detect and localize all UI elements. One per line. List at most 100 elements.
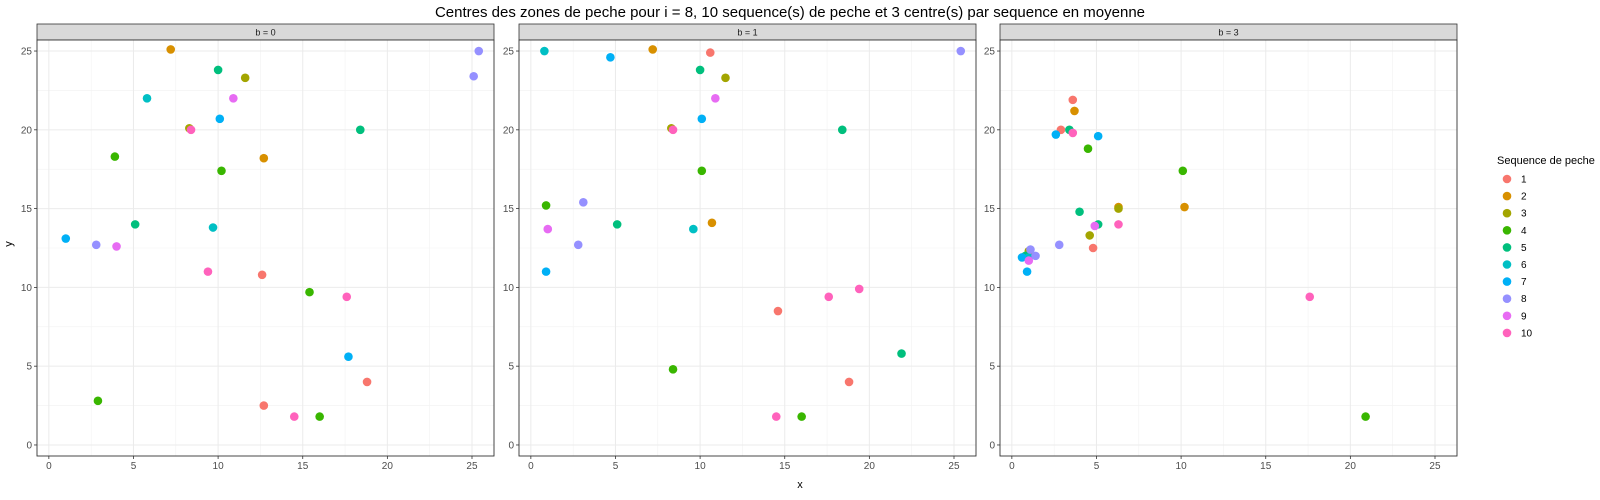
- data-point: [1022, 267, 1032, 276]
- data-point: [474, 46, 484, 56]
- legend: Sequence de peche 1 2 3 4 5 6 7 8 9 10: [1497, 155, 1595, 339]
- y-tick-label: 0: [26, 440, 32, 451]
- data-point: [844, 377, 854, 387]
- x-tick-label: 5: [131, 461, 137, 472]
- data-point: [142, 94, 152, 103]
- legend-label: 3: [1521, 209, 1527, 220]
- data-point: [956, 46, 966, 56]
- legend-title: Sequence de peche: [1497, 155, 1595, 167]
- data-point: [217, 166, 226, 176]
- y-tick-label: 5: [26, 362, 32, 373]
- legend-key: [1502, 311, 1512, 321]
- facet-panel: b = 1 0 5 10 15 20 25 0 5 10 15 20 25: [503, 23, 977, 472]
- data-point: [1017, 253, 1027, 262]
- facet-panel: b = 0 0 5 10 15 20 25 0 5 10 15 20 25: [21, 23, 495, 472]
- chart-title: Centres des zones de peche pour i = 8, 1…: [435, 4, 1145, 21]
- data-point: [721, 73, 730, 83]
- data-point: [1361, 412, 1370, 421]
- y-tick-label: 0: [508, 440, 514, 451]
- legend-key: [1502, 226, 1512, 235]
- x-tick-label: 0: [528, 461, 534, 472]
- y-tick-label: 15: [503, 204, 515, 215]
- x-tick-label: 0: [1009, 461, 1015, 472]
- data-point: [705, 48, 715, 57]
- data-point: [668, 365, 678, 374]
- legend-key: [1502, 174, 1512, 184]
- x-tick-label: 10: [213, 461, 225, 472]
- y-tick-label: 25: [21, 47, 33, 58]
- legend-entries: 1 2 3 4 5 6 7 8 9 10: [1502, 174, 1533, 339]
- data-point: [61, 234, 71, 243]
- data-point: [208, 223, 218, 232]
- legend-key: [1502, 294, 1512, 304]
- data-point: [837, 125, 847, 135]
- data-point: [112, 242, 121, 251]
- y-tick-label: 25: [984, 47, 996, 58]
- data-point: [213, 65, 223, 75]
- data-point: [93, 396, 103, 406]
- data-point: [1083, 144, 1093, 154]
- legend-label: 4: [1521, 226, 1527, 237]
- y-tick-label: 20: [21, 125, 33, 136]
- y-tick-label: 0: [989, 440, 995, 451]
- data-point: [1054, 240, 1064, 250]
- data-point: [1031, 251, 1040, 261]
- data-point: [215, 114, 225, 124]
- facet-strip-label: b = 1: [737, 28, 757, 38]
- data-point: [355, 125, 365, 135]
- legend-key: [1502, 328, 1512, 338]
- data-point: [315, 412, 324, 421]
- data-point: [305, 287, 314, 297]
- y-tick-label: 10: [503, 283, 515, 294]
- x-tick-label: 15: [779, 461, 791, 472]
- panel-border: [36, 39, 495, 457]
- data-point: [1114, 220, 1123, 229]
- legend-label: 9: [1521, 311, 1527, 322]
- data-point: [186, 125, 196, 135]
- data-point: [1090, 221, 1100, 231]
- data-point: [362, 377, 372, 387]
- x-tick-label: 25: [1429, 461, 1441, 472]
- data-point: [259, 153, 269, 163]
- data-point: [1305, 292, 1315, 302]
- y-tick-label: 15: [21, 204, 33, 215]
- data-point: [648, 45, 658, 54]
- data-point: [606, 53, 615, 62]
- y-tick-label: 5: [508, 362, 514, 373]
- facet-panels: b = 0 0 5 10 15 20 25 0 5 10 15 20 25 b = 1 0 5 10 15 20 25…: [21, 23, 1458, 472]
- facet-panel: b = 3 0 5 10 15 20 25 0 5 10 15 20 25: [984, 23, 1458, 472]
- panel-border: [999, 39, 1458, 457]
- facet-strip-label: b = 0: [255, 28, 275, 38]
- data-point: [797, 412, 806, 421]
- data-point: [697, 114, 707, 124]
- x-tick-label: 5: [1094, 461, 1100, 472]
- data-point: [689, 224, 698, 234]
- x-tick-label: 10: [695, 461, 707, 472]
- data-point: [1068, 95, 1078, 105]
- data-point: [543, 224, 553, 234]
- x-axis-title: x: [797, 479, 803, 491]
- x-tick-label: 25: [466, 461, 478, 472]
- y-tick-label: 10: [984, 283, 996, 294]
- legend-label: 1: [1521, 175, 1527, 186]
- data-point: [1075, 207, 1084, 217]
- data-point: [1088, 243, 1098, 253]
- facet-strip-label: b = 3: [1218, 28, 1238, 38]
- legend-label: 7: [1521, 277, 1527, 288]
- legend-key: [1502, 277, 1512, 286]
- data-point: [711, 94, 720, 103]
- data-point: [771, 412, 781, 421]
- data-point: [257, 270, 267, 280]
- legend-key: [1502, 243, 1512, 252]
- data-point: [259, 401, 269, 410]
- legend-key: [1502, 191, 1512, 201]
- y-tick-label: 20: [503, 125, 515, 136]
- data-point: [91, 240, 101, 250]
- x-tick-label: 20: [382, 461, 394, 472]
- data-point: [1068, 128, 1078, 138]
- y-tick-label: 15: [984, 204, 996, 215]
- x-tick-label: 10: [1176, 461, 1188, 472]
- data-point: [469, 71, 478, 81]
- data-point: [1093, 131, 1103, 141]
